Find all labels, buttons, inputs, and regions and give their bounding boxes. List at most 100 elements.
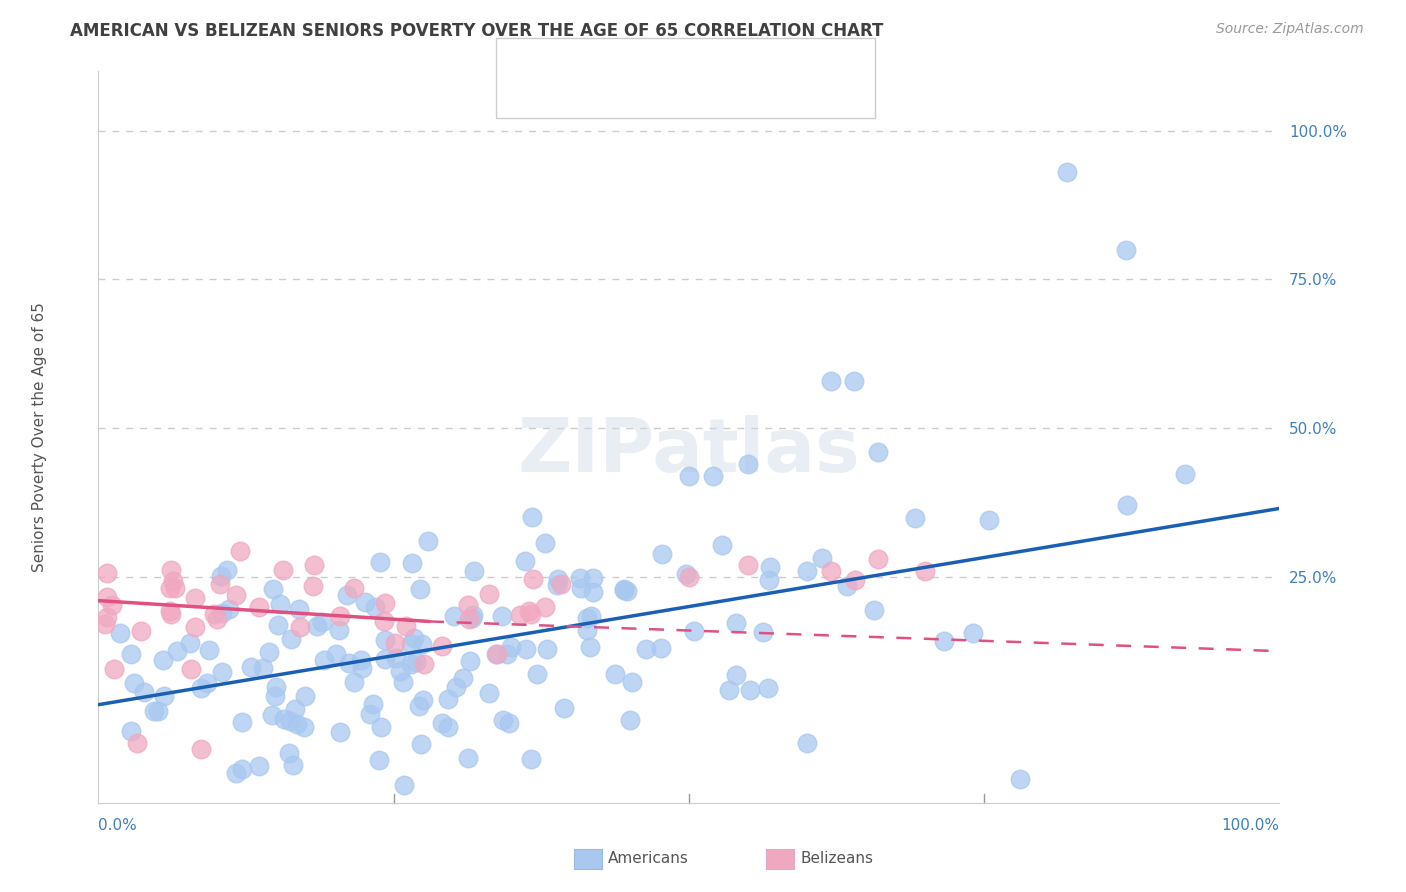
Point — [184, 620, 207, 634]
Point — [162, 574, 184, 588]
Point — [195, 675, 218, 690]
Text: -0.028: -0.028 — [588, 78, 643, 92]
Point — [101, 599, 124, 613]
Point — [179, 636, 201, 650]
Point — [1008, 772, 1031, 786]
Text: 151: 151 — [710, 49, 741, 63]
Point — [962, 626, 984, 640]
Point — [349, 653, 371, 667]
Point — [678, 570, 700, 584]
Point — [364, 600, 387, 615]
Point — [292, 720, 315, 734]
Point — [264, 689, 287, 703]
Point — [273, 712, 295, 726]
Point — [96, 566, 118, 581]
Point — [519, 607, 541, 622]
Point — [211, 665, 233, 680]
Point — [202, 607, 225, 621]
Point — [513, 554, 536, 568]
Point — [337, 656, 360, 670]
Point — [402, 632, 425, 646]
Point — [374, 651, 396, 665]
Point — [491, 609, 513, 624]
Point — [498, 715, 520, 730]
Point — [180, 662, 202, 676]
Point — [354, 595, 377, 609]
Point — [368, 555, 391, 569]
Point — [737, 457, 759, 471]
Point — [437, 692, 460, 706]
Point — [307, 619, 329, 633]
Point — [796, 736, 818, 750]
Point — [264, 680, 287, 694]
Point — [457, 612, 479, 626]
Point — [336, 588, 359, 602]
Point — [368, 753, 391, 767]
Point — [515, 642, 537, 657]
Point — [152, 653, 174, 667]
Point — [932, 633, 955, 648]
Point — [835, 579, 858, 593]
Point — [451, 671, 474, 685]
Point — [215, 563, 238, 577]
Point — [444, 680, 467, 694]
Point — [568, 571, 591, 585]
Point — [486, 647, 509, 661]
Point — [682, 624, 704, 638]
Point — [579, 640, 602, 655]
Point — [285, 716, 308, 731]
Point — [582, 585, 605, 599]
Point — [373, 596, 395, 610]
Point — [288, 620, 311, 634]
Text: Source: ZipAtlas.com: Source: ZipAtlas.com — [1216, 22, 1364, 37]
Point — [569, 581, 592, 595]
Point — [228, 543, 250, 558]
Point — [239, 659, 262, 673]
Point — [430, 716, 453, 731]
Point — [93, 616, 115, 631]
Point — [249, 758, 271, 772]
Point — [509, 608, 531, 623]
Text: R =: R = — [553, 78, 581, 92]
Point — [412, 693, 434, 707]
Point — [977, 513, 1000, 527]
Point — [96, 610, 118, 624]
Point — [416, 534, 439, 549]
Point — [384, 636, 406, 650]
Point — [492, 713, 515, 727]
Point — [208, 577, 231, 591]
Point — [914, 564, 936, 578]
Point — [495, 647, 517, 661]
Point — [329, 724, 352, 739]
Point — [526, 667, 548, 681]
Point — [374, 633, 396, 648]
Text: Belizeans: Belizeans — [800, 851, 873, 865]
Point — [325, 647, 347, 661]
Text: ZIPatlas: ZIPatlas — [517, 415, 860, 488]
Point — [159, 581, 181, 595]
Point — [252, 661, 274, 675]
Point — [205, 612, 228, 626]
Point — [756, 681, 779, 695]
Point — [717, 682, 740, 697]
Text: Americans: Americans — [607, 851, 689, 865]
Point — [159, 604, 181, 618]
Point — [280, 632, 302, 647]
Point — [413, 657, 436, 671]
Point — [350, 661, 373, 675]
Point — [301, 579, 323, 593]
Point — [159, 607, 181, 622]
Point — [373, 614, 395, 628]
Point — [613, 582, 636, 596]
Point — [710, 538, 733, 552]
Point — [751, 625, 773, 640]
Point — [576, 623, 599, 637]
Point — [134, 685, 156, 699]
Point — [534, 536, 557, 550]
Point — [401, 657, 423, 671]
Point — [294, 689, 316, 703]
Point — [288, 602, 311, 616]
Point — [146, 704, 169, 718]
Point — [370, 720, 392, 734]
Point — [267, 618, 290, 632]
